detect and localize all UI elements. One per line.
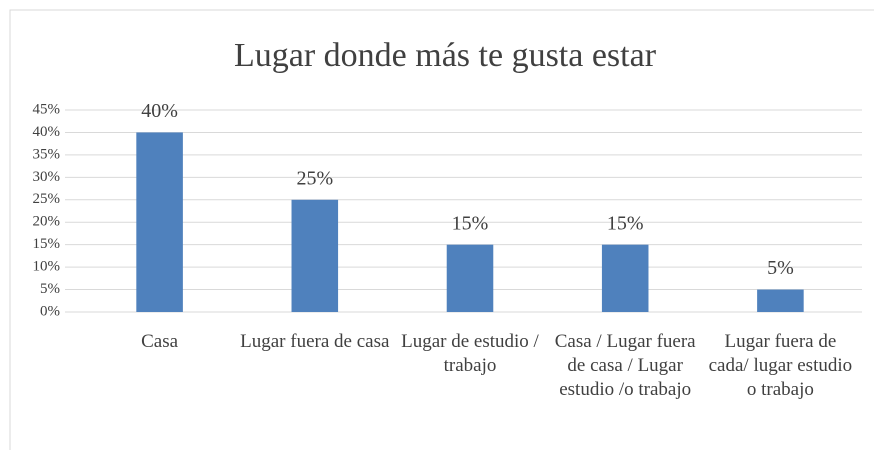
data-label: 15%: [452, 212, 489, 234]
bar: [601, 244, 649, 312]
bar: [446, 244, 494, 312]
y-tick-label: 40%: [33, 124, 61, 140]
y-tick-label: 0%: [40, 303, 60, 319]
x-tick-label: Lugar fuera de casa: [240, 331, 390, 352]
y-tick-label: 15%: [33, 236, 61, 252]
y-tick-label: 25%: [33, 191, 61, 207]
bar: [291, 199, 339, 312]
y-tick-label: 20%: [33, 214, 61, 230]
data-label: 40%: [141, 100, 178, 122]
x-tick-label: Lugar de estudio / trabajo: [401, 331, 539, 376]
y-tick-label: 10%: [33, 259, 61, 275]
bar: [136, 132, 183, 312]
bar: [757, 289, 804, 312]
y-tick-label: 35%: [33, 146, 61, 162]
data-label: 25%: [296, 167, 333, 189]
x-tick-label: Lugar fuera de cada/ lugar estudio o tra…: [708, 331, 853, 400]
data-label: 5%: [767, 257, 794, 279]
x-tick-label: Casa / Lugar fuera de casa / Lugar estud…: [554, 331, 696, 400]
y-tick-label: 45%: [33, 101, 61, 117]
data-label: 15%: [607, 212, 644, 234]
y-tick-label: 30%: [33, 169, 61, 185]
x-tick-label: Casa: [141, 331, 179, 352]
chart-title: Lugar donde más te gusta estar: [234, 37, 657, 74]
chart-border: [9, 9, 874, 450]
y-tick-label: 5%: [40, 281, 60, 297]
